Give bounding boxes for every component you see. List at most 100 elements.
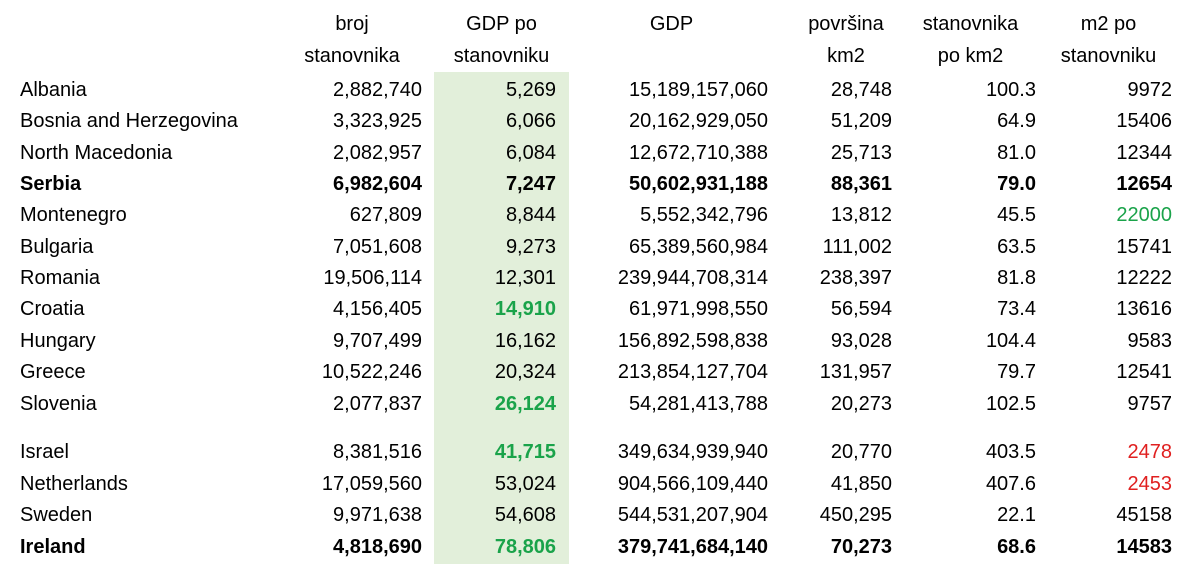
population-cell[interactable]: 2,077,837 [333, 393, 422, 415]
gdp-per-capita-cell[interactable]: 8,844 [505, 204, 556, 226]
gdp-cell[interactable]: 904,566,109,440 [617, 473, 768, 495]
gdp-per-capita-cell[interactable]: 41,715 [494, 441, 556, 463]
area-cell[interactable]: 131,957 [819, 361, 892, 383]
m2-per-person-cell[interactable]: 15741 [1116, 236, 1172, 258]
country-name-cell[interactable]: Israel [20, 441, 69, 463]
density-cell[interactable]: 45.5 [997, 204, 1036, 226]
gdp-cell[interactable]: 544,531,207,904 [617, 504, 768, 526]
area-cell[interactable]: 25,713 [830, 142, 892, 164]
gdp-per-capita-cell[interactable]: 78,806 [494, 536, 556, 558]
country-name-cell[interactable]: Bulgaria [20, 236, 94, 258]
population-cell[interactable]: 627,809 [349, 204, 422, 226]
density-cell[interactable]: 22.1 [997, 504, 1036, 526]
gdp-cell[interactable]: 54,281,413,788 [628, 393, 768, 415]
density-cell[interactable]: 407.6 [985, 473, 1036, 495]
country-name-cell[interactable]: Ireland [20, 536, 86, 558]
country-name-cell[interactable]: Slovenia [20, 393, 97, 415]
country-name-cell[interactable]: Netherlands [20, 473, 128, 495]
population-cell[interactable]: 4,156,405 [333, 298, 422, 320]
area-cell[interactable]: 70,273 [830, 536, 892, 558]
m2-per-person-cell[interactable]: 12344 [1116, 142, 1172, 164]
m2-per-person-cell[interactable]: 15406 [1116, 110, 1172, 132]
area-cell[interactable]: 450,295 [819, 504, 892, 526]
density-cell[interactable]: 100.3 [985, 79, 1036, 101]
m2-per-person-cell[interactable]: 14583 [1116, 536, 1172, 558]
density-cell[interactable]: 63.5 [997, 236, 1036, 258]
country-name-cell[interactable]: Serbia [20, 173, 82, 195]
m2-per-person-cell[interactable]: 22000 [1116, 204, 1172, 226]
country-name-cell[interactable]: Croatia [20, 298, 85, 320]
area-cell[interactable]: 88,361 [830, 173, 892, 195]
population-cell[interactable]: 7,051,608 [333, 236, 422, 258]
density-cell[interactable]: 73.4 [997, 298, 1036, 320]
gdp-cell[interactable]: 15,189,157,060 [628, 79, 768, 101]
density-cell[interactable]: 68.6 [997, 536, 1036, 558]
density-cell[interactable]: 403.5 [985, 441, 1036, 463]
density-cell[interactable]: 102.5 [985, 393, 1036, 415]
population-cell[interactable]: 2,882,740 [333, 79, 422, 101]
gdp-per-capita-cell[interactable]: 16,162 [494, 330, 556, 352]
country-name-cell[interactable]: Greece [20, 361, 86, 383]
gdp-per-capita-cell[interactable]: 53,024 [494, 473, 556, 495]
density-cell[interactable]: 104.4 [985, 330, 1036, 352]
gdp-per-capita-cell[interactable]: 54,608 [494, 504, 556, 526]
m2-per-person-cell[interactable]: 12222 [1116, 267, 1172, 289]
m2-per-person-cell[interactable]: 13616 [1116, 298, 1172, 320]
gdp-per-capita-cell[interactable]: 5,269 [505, 79, 556, 101]
density-cell[interactable]: 79.0 [997, 173, 1036, 195]
area-cell[interactable]: 13,812 [830, 204, 892, 226]
area-cell[interactable]: 238,397 [819, 267, 892, 289]
gdp-cell[interactable]: 349,634,939,940 [617, 441, 768, 463]
m2-per-person-cell[interactable]: 12654 [1116, 173, 1172, 195]
population-cell[interactable]: 9,707,499 [333, 330, 422, 352]
area-cell[interactable]: 51,209 [830, 110, 892, 132]
population-cell[interactable]: 3,323,925 [333, 110, 422, 132]
gdp-per-capita-cell[interactable]: 20,324 [494, 361, 556, 383]
gdp-per-capita-cell[interactable]: 9,273 [505, 236, 556, 258]
gdp-per-capita-cell[interactable]: 7,247 [505, 173, 556, 195]
area-cell[interactable]: 93,028 [830, 330, 892, 352]
population-cell[interactable]: 2,082,957 [333, 142, 422, 164]
gdp-cell[interactable]: 50,602,931,188 [628, 173, 768, 195]
population-cell[interactable]: 19,506,114 [323, 267, 422, 289]
area-cell[interactable]: 56,594 [830, 298, 892, 320]
area-cell[interactable]: 20,770 [830, 441, 892, 463]
country-name-cell[interactable]: Romania [20, 267, 101, 289]
gdp-cell[interactable]: 239,944,708,314 [617, 267, 768, 289]
area-cell[interactable]: 41,850 [830, 473, 892, 495]
gdp-per-capita-cell[interactable]: 14,910 [494, 298, 556, 320]
country-name-cell[interactable]: Bosnia and Herzegovina [20, 110, 238, 132]
gdp-cell[interactable]: 61,971,998,550 [628, 298, 768, 320]
population-cell[interactable]: 6,982,604 [333, 173, 422, 195]
gdp-cell[interactable]: 20,162,929,050 [628, 110, 768, 132]
m2-per-person-cell[interactable]: 2453 [1127, 473, 1173, 495]
country-name-cell[interactable]: North Macedonia [20, 142, 173, 164]
m2-per-person-cell[interactable]: 9583 [1127, 330, 1173, 352]
m2-per-person-cell[interactable]: 9757 [1127, 393, 1173, 415]
population-cell[interactable]: 17,059,560 [321, 473, 422, 495]
density-cell[interactable]: 64.9 [997, 110, 1036, 132]
gdp-cell[interactable]: 156,892,598,838 [617, 330, 768, 352]
country-name-cell[interactable]: Albania [20, 79, 87, 101]
country-name-cell[interactable]: Montenegro [20, 204, 127, 226]
gdp-cell[interactable]: 213,854,127,704 [617, 361, 768, 383]
m2-per-person-cell[interactable]: 9972 [1127, 79, 1173, 101]
population-cell[interactable]: 4,818,690 [333, 536, 422, 558]
gdp-per-capita-cell[interactable]: 6,066 [505, 110, 556, 132]
density-cell[interactable]: 81.0 [997, 142, 1036, 164]
density-cell[interactable]: 79.7 [997, 361, 1036, 383]
population-cell[interactable]: 9,971,638 [333, 504, 422, 526]
gdp-cell[interactable]: 379,741,684,140 [617, 536, 768, 558]
gdp-per-capita-cell[interactable]: 26,124 [494, 393, 556, 415]
gdp-cell[interactable]: 65,389,560,984 [628, 236, 768, 258]
gdp-cell[interactable]: 12,672,710,388 [628, 142, 768, 164]
country-name-cell[interactable]: Hungary [20, 330, 96, 352]
gdp-per-capita-cell[interactable]: 6,084 [505, 142, 556, 164]
area-cell[interactable]: 111,002 [822, 236, 892, 258]
population-cell[interactable]: 10,522,246 [321, 361, 422, 383]
area-cell[interactable]: 28,748 [830, 79, 892, 101]
density-cell[interactable]: 81.8 [997, 267, 1036, 289]
gdp-per-capita-cell[interactable]: 12,301 [494, 267, 556, 289]
country-name-cell[interactable]: Sweden [20, 504, 93, 526]
gdp-cell[interactable]: 5,552,342,796 [640, 204, 768, 226]
